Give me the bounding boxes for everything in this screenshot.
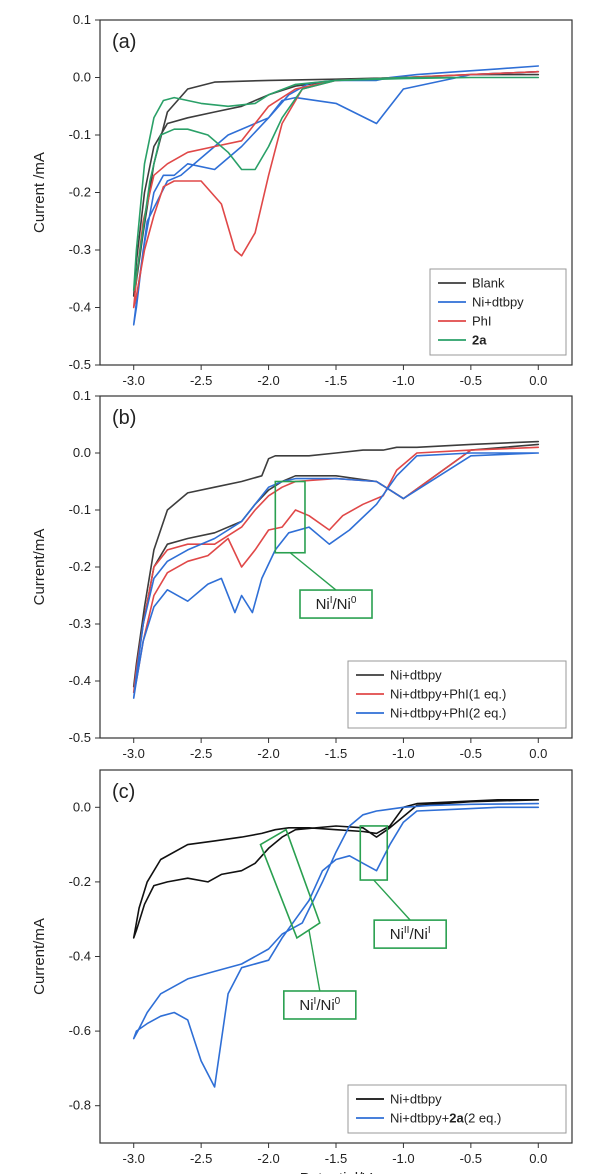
annotation-label: NiII/NiI [390, 925, 431, 943]
annotation-2: NiII/NiI [359, 825, 447, 949]
x-tick-label: -0.5 [460, 373, 482, 388]
y-tick-label: -0.4 [69, 949, 91, 964]
y-tick-label: -0.4 [69, 300, 91, 315]
x-tick-label: -1.0 [392, 746, 414, 761]
legend: Ni+dtbpy Ni+dtbpy+2a(2 eq.) [347, 1084, 567, 1134]
y-axis-title: Current/mA [31, 529, 48, 606]
x-tick-label: -2.5 [190, 746, 212, 761]
x-tick-label: -1.5 [325, 1151, 347, 1166]
x-tick-label: -2.5 [190, 1151, 212, 1166]
x-tick-label: -2.0 [257, 746, 279, 761]
panel-label: (a) [112, 31, 136, 53]
legend-entry: Ni+dtbpy+PhI(1 eq.) [390, 687, 506, 702]
y-tick-label: 0.0 [73, 70, 91, 85]
y-tick-label: -0.3 [69, 616, 91, 631]
legend-entry: PhI [472, 314, 492, 329]
series-line-2 [132, 802, 540, 1088]
x-tick-label: -3.0 [123, 1151, 145, 1166]
series-line-4 [132, 76, 540, 292]
legend-entry: Ni+dtbpy [472, 295, 524, 310]
legend-entry: 2a [472, 333, 487, 348]
y-tick-label: 0.0 [73, 799, 91, 814]
annotation-label-box [283, 990, 357, 1020]
chart-panel-1: -3.0 -2.5 -2.0 -1.5 -1.0 -0.5 0.0 -0.5 -0.4 -0.3 -… [31, 12, 573, 388]
chart-panel-2: -3.0 -2.5 -2.0 -1.5 -1.0 -0.5 0.0 -0.5 -0.4 -0.3 -… [31, 388, 573, 761]
panel-label: (c) [112, 781, 135, 803]
annotation-leader [308, 930, 321, 992]
annotation-leader [289, 552, 337, 591]
annotation-1: NiI/Ni0 [274, 480, 373, 619]
legend-box [347, 660, 567, 729]
x-tick-label: -1.0 [392, 373, 414, 388]
y-tick-label: 0.1 [73, 12, 91, 27]
y-tick-label: -0.1 [69, 127, 91, 142]
annotation-leader [373, 879, 411, 921]
legend-box [347, 1084, 567, 1134]
x-tick-label: -0.5 [460, 746, 482, 761]
y-tick-label: -0.5 [69, 357, 91, 372]
panel-label: (b) [112, 407, 136, 429]
legend: Blank Ni+dtbpy PhI 2a [429, 268, 567, 356]
y-tick-label: -0.4 [69, 673, 91, 688]
annotation-box [259, 828, 321, 940]
x-tick-label: -2.5 [190, 373, 212, 388]
chart-panel-3: -3.0 -2.5 -2.0 -1.5 -1.0 -0.5 0.0 -0.8 -0.6 -0.4 -… [31, 769, 573, 1174]
annotation-label-box [373, 919, 447, 949]
x-tick-label: -2.0 [257, 373, 279, 388]
y-tick-label: -0.1 [69, 502, 91, 517]
y-axis-title: Current/mA [31, 918, 48, 995]
legend-entry: Ni+dtbpy [390, 668, 442, 683]
legend: Ni+dtbpy Ni+dtbpy+PhI(1 eq.) Ni+dtbpy+PhI(… [347, 660, 567, 729]
x-tick-label: -3.0 [123, 746, 145, 761]
x-axis-title: Potential/V [300, 1170, 373, 1174]
legend-entry: Ni+dtbpy+2a(2 eq.) [390, 1111, 501, 1126]
y-axis-title: Current /mA [31, 152, 48, 233]
series-line-3 [132, 452, 540, 699]
annotation-box [359, 825, 389, 881]
x-tick-label: 0.0 [529, 373, 547, 388]
x-tick-label: -3.0 [123, 373, 145, 388]
x-tick-label: -1.5 [325, 746, 347, 761]
series-line-1 [132, 70, 540, 297]
annotation-1: NiI/Ni0 [259, 828, 357, 1020]
annotation-label: NiI/Ni0 [299, 996, 340, 1014]
x-tick-label: -2.0 [257, 1151, 279, 1166]
y-tick-label: -0.2 [69, 185, 91, 200]
y-tick-label: 0.1 [73, 388, 91, 403]
x-tick-label: -1.5 [325, 373, 347, 388]
y-tick-label: -0.5 [69, 730, 91, 745]
annotation-label: NiI/Ni0 [316, 595, 357, 613]
legend-entry: Ni+dtbpy [390, 1092, 442, 1107]
y-tick-label: 0.0 [73, 445, 91, 460]
y-tick-label: -0.3 [69, 242, 91, 257]
series-line-2 [132, 446, 540, 694]
x-tick-label: -1.0 [392, 1151, 414, 1166]
annotation-label-box [299, 589, 373, 619]
y-tick-label: -0.2 [69, 559, 91, 574]
y-tick-label: -0.8 [69, 1098, 91, 1113]
legend-entry: Ni+dtbpy+PhI(2 eq.) [390, 706, 506, 721]
x-tick-label: 0.0 [529, 746, 547, 761]
series-line-3 [132, 70, 540, 309]
y-tick-label: -0.2 [69, 874, 91, 889]
series-line-1 [132, 798, 540, 939]
x-tick-label: -0.5 [460, 1151, 482, 1166]
y-tick-label: -0.6 [69, 1023, 91, 1038]
x-tick-label: 0.0 [529, 1151, 547, 1166]
legend-entry: Blank [472, 276, 505, 291]
